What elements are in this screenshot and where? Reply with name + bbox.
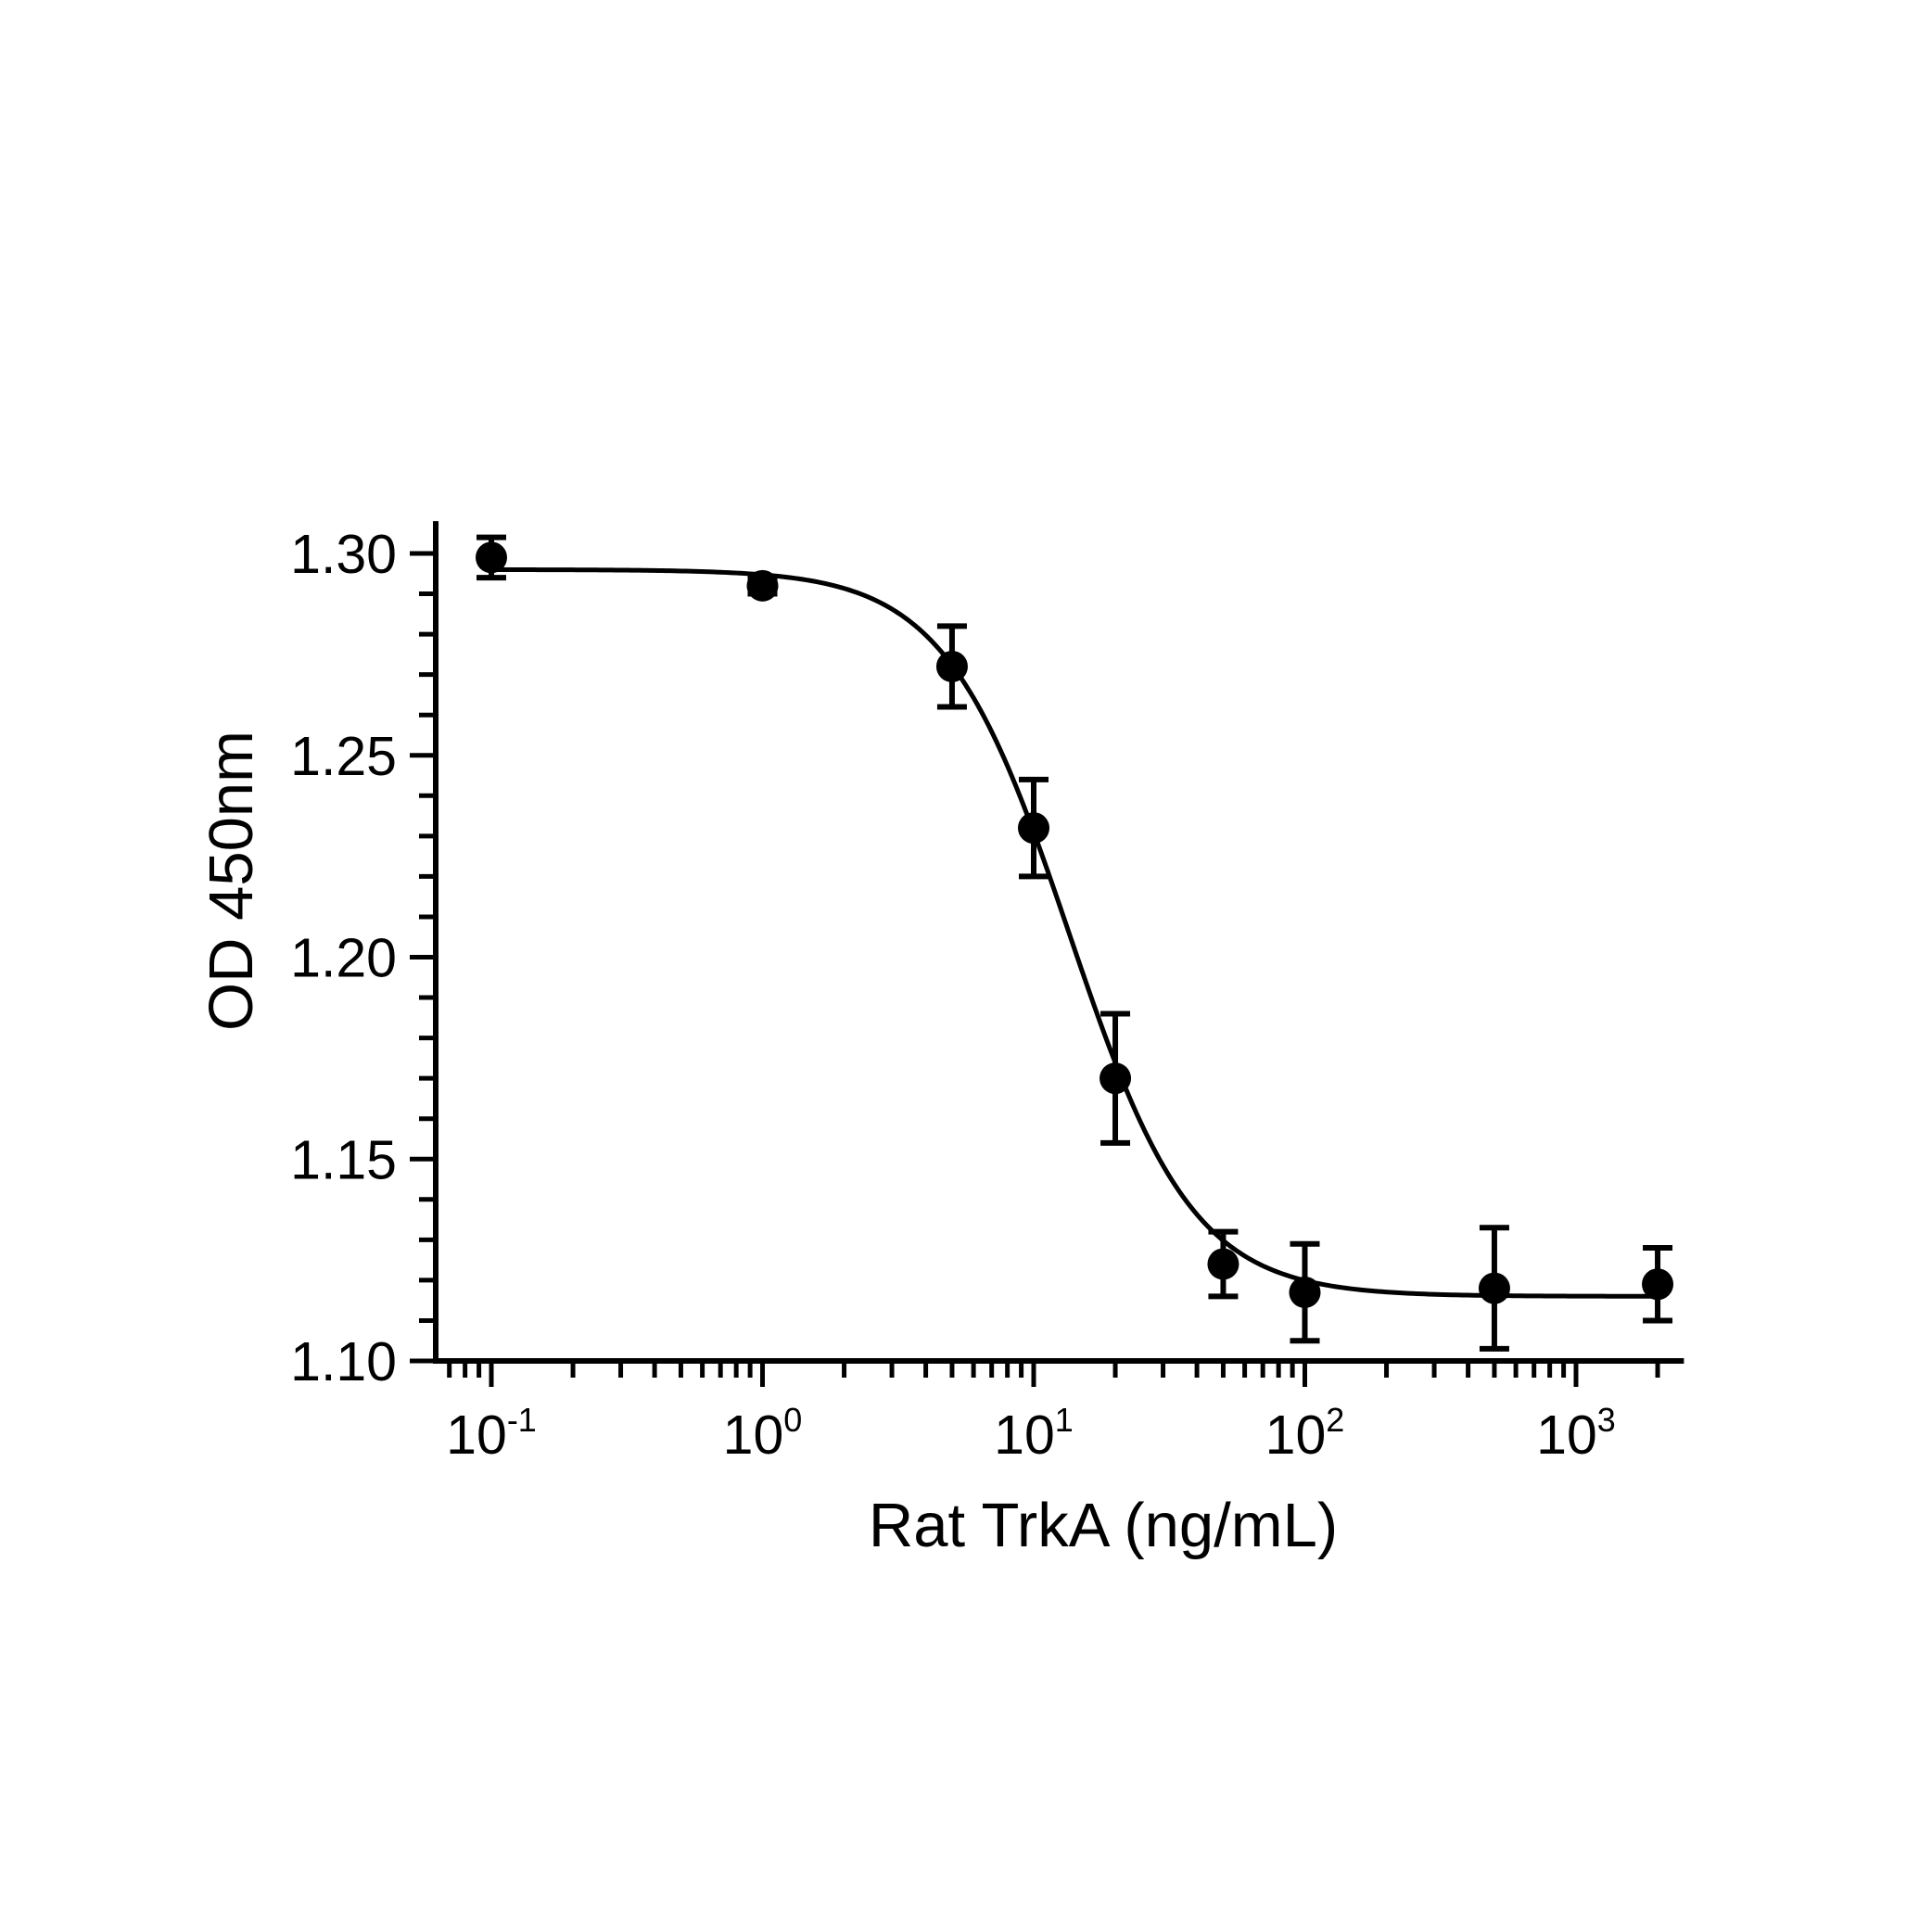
data-point	[746, 569, 779, 602]
data-point	[1478, 1272, 1510, 1304]
data-point	[1207, 1248, 1239, 1280]
y-tick-label: 1.20	[290, 928, 397, 989]
x-tick-label: 103	[1536, 1401, 1616, 1466]
y-ticks: 1.10 1.15 1.20 1.25 1.30	[290, 524, 436, 1392]
data-point	[1642, 1268, 1674, 1301]
x-tick-label: 102	[1265, 1401, 1345, 1466]
axes	[433, 521, 1684, 1364]
data-points	[476, 534, 1674, 1352]
data-point	[1289, 1276, 1321, 1308]
data-point	[1018, 812, 1049, 845]
data-point	[476, 541, 507, 574]
fit-curve-group	[491, 566, 1659, 1299]
x-ticks: 10-1 100 101 102 103	[446, 1361, 1660, 1466]
y-tick-label: 1.25	[290, 726, 397, 787]
x-axis-title: Rat TrkA (ng/mL)	[869, 1491, 1338, 1560]
data-point	[1099, 1062, 1132, 1095]
x-tick-label: 100	[723, 1401, 803, 1466]
x-tick-label: 10-1	[446, 1401, 537, 1466]
x-tick-label: 101	[994, 1401, 1074, 1466]
y-tick-label: 1.30	[290, 524, 397, 585]
data-point	[935, 650, 968, 682]
y-tick-label: 1.15	[290, 1129, 397, 1190]
fit-curve	[491, 566, 1659, 1299]
y-axis-title: OD 450nm	[197, 731, 266, 1031]
y-tick-label: 1.10	[290, 1331, 397, 1392]
